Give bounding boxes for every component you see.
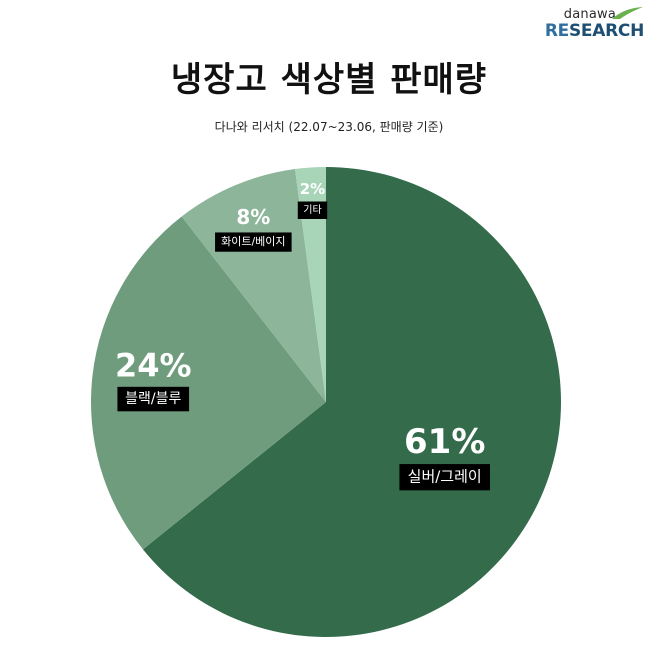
slice-label-group-4: 2% 기타 — [297, 180, 328, 219]
logo-swoosh-icon — [612, 7, 643, 19]
slice-category-label: 실버/그레이 — [408, 467, 482, 485]
slice-label-background — [399, 464, 490, 491]
slice-percent-label: 24% — [115, 346, 192, 384]
pie-slice-2 — [90, 216, 326, 550]
slice-percent-label: 8% — [236, 205, 270, 229]
pie-slice-1 — [142, 167, 561, 637]
pie-slice-4 — [295, 167, 326, 402]
logo-search: SEARCH — [568, 21, 644, 41]
pie-labels: 61% 실버/그레이 24% 블랙/블루 8% 화이트/베이지 2% 기타 — [115, 180, 490, 491]
slice-category-label: 기타 — [303, 204, 321, 216]
slice-label-group-1: 61% 실버/그레이 — [399, 422, 490, 491]
chart-subtitle: 다나와 리서치 (22.07~23.06, 판매량 기준) — [214, 120, 444, 134]
chart-title: 냉장고 색상별 판매량 — [170, 60, 488, 100]
slice-category-label: 화이트/베이지 — [221, 235, 285, 248]
logo-re: RE — [544, 21, 569, 41]
slice-label-background — [215, 232, 292, 252]
slice-label-group-3: 8% 화이트/베이지 — [215, 205, 292, 252]
pie-slice-3 — [181, 169, 326, 402]
danawa-research-logo: danawa RESEARCH — [545, 7, 644, 40]
logo-danawa-text: danawa — [563, 7, 616, 22]
slice-category-label: 블랙/블루 — [125, 391, 181, 407]
pie-slices — [90, 167, 561, 637]
slice-label-background — [117, 386, 190, 412]
slice-percent-label: 61% — [404, 422, 485, 462]
logo-research-text: RESEARCH — [545, 23, 644, 40]
slice-label-group-2: 24% 블랙/블루 — [115, 346, 192, 412]
slice-percent-label: 2% — [300, 180, 325, 198]
slice-label-background — [297, 201, 328, 219]
